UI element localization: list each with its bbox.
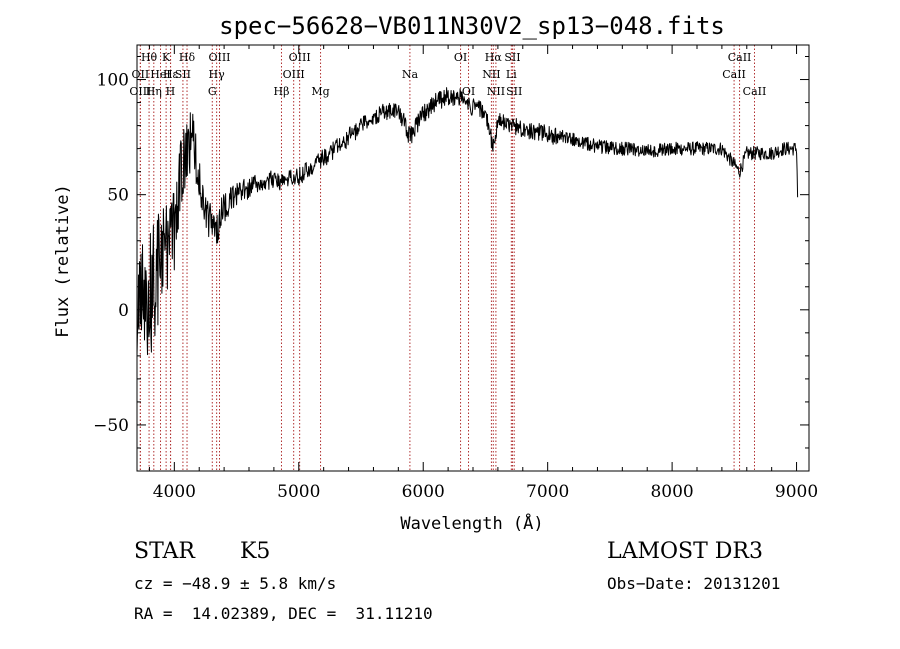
line-marker-label: Hθ	[141, 51, 158, 64]
line-marker-label: SII	[506, 85, 522, 98]
x-tick-label: 5000	[277, 482, 320, 502]
x-axis-label: Wavelength (Å)	[400, 512, 543, 534]
coordinates-text: RA = 14.02389, DEC = 31.11210	[134, 604, 433, 623]
line-marker-label: Hδ	[179, 51, 196, 64]
line-marker-label: Hε	[163, 68, 179, 81]
line-marker-label: OIII	[283, 68, 305, 81]
y-tick-label: 50	[107, 186, 129, 206]
x-tick-label: 7000	[526, 482, 569, 502]
object-subclass-label: K5	[240, 539, 271, 564]
line-marker-label: OI	[462, 85, 475, 98]
y-tick-label: −50	[93, 416, 129, 436]
y-tick-labels: −50 0 50 100	[93, 71, 129, 436]
line-marker-label: Hη	[146, 85, 162, 98]
redshift-text: cz = −48.9 ± 5.8 km/s	[134, 574, 337, 593]
line-marker-label: SII	[504, 51, 520, 64]
line-marker-label: Hβ	[274, 85, 290, 98]
line-marker-label: NII	[482, 68, 500, 81]
object-class-label: STAR	[134, 539, 195, 564]
line-marker-label: G	[208, 85, 217, 98]
line-marker-label: Hγ	[209, 68, 226, 81]
line-marker-label: CaII	[728, 51, 752, 64]
obs-date-text: Obs−Date: 20131201	[607, 574, 781, 593]
x-tick-label: 4000	[153, 482, 196, 502]
x-tick-label: 8000	[650, 482, 693, 502]
x-tick-labels: 4000 5000 6000 7000 8000 9000	[153, 482, 818, 502]
line-marker-label: OI	[454, 51, 467, 64]
line-marker-label: Hα	[485, 51, 503, 64]
line-marker-label: OII	[132, 68, 150, 81]
x-tick-label: 6000	[402, 482, 445, 502]
axis-ticks	[137, 45, 809, 471]
line-marker-label: H	[166, 85, 176, 98]
line-marker-label: Li	[506, 68, 517, 81]
line-marker-label: Mg	[311, 85, 329, 98]
y-tick-label: 100	[97, 71, 129, 91]
line-marker-label: CaII	[722, 68, 746, 81]
line-marker-label: CaII	[743, 85, 767, 98]
line-marker-label: HeI	[150, 68, 170, 81]
line-marker-layer	[139, 45, 755, 471]
x-tick-label: 9000	[775, 482, 818, 502]
line-marker-label: NII	[487, 85, 505, 98]
line-marker-label: Na	[402, 68, 419, 81]
line-marker-label: OIII	[208, 51, 230, 64]
line-marker-label: SII	[175, 68, 191, 81]
line-marker-label: OIII	[129, 85, 151, 98]
spectrum-series-line	[136, 87, 799, 356]
survey-label: LAMOST DR3	[607, 539, 763, 564]
chart-title: spec−56628−VB011N30V2_sp13−048.fits	[219, 12, 725, 40]
line-marker-label: OIII	[289, 51, 311, 64]
y-tick-label: 0	[118, 301, 129, 321]
y-axis-label: Flux (relative)	[53, 184, 73, 338]
line-marker-label: K	[162, 51, 171, 64]
